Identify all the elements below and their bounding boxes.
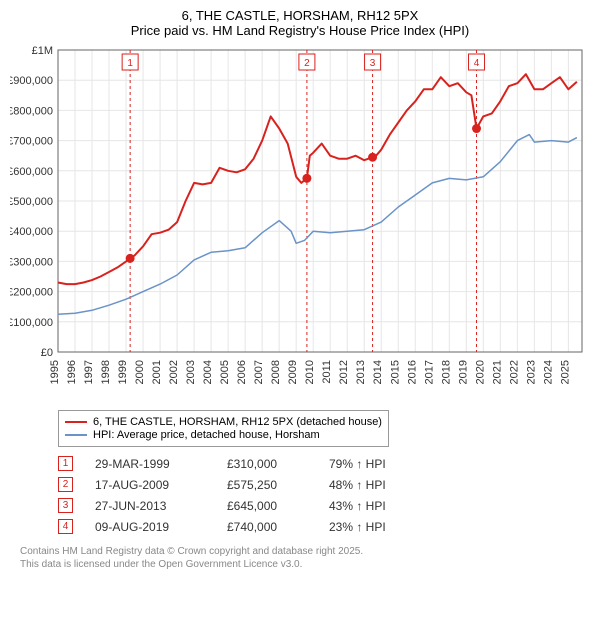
svg-text:2015: 2015 <box>389 360 401 384</box>
svg-text:2005: 2005 <box>219 360 231 384</box>
tx-price: £310,000 <box>227 457 307 471</box>
svg-text:£900,000: £900,000 <box>10 75 53 87</box>
legend-swatch <box>65 434 87 436</box>
svg-text:2022: 2022 <box>508 360 520 384</box>
tx-pct: 48% ↑ HPI <box>329 478 429 492</box>
legend-label: HPI: Average price, detached house, Hors… <box>93 429 320 441</box>
svg-text:2019: 2019 <box>457 360 469 384</box>
tx-date: 17-AUG-2009 <box>95 478 205 492</box>
svg-text:2014: 2014 <box>372 360 384 384</box>
tx-badge: 4 <box>58 519 73 534</box>
svg-text:2004: 2004 <box>202 360 214 384</box>
svg-text:2010: 2010 <box>304 360 316 384</box>
legend-item: 6, THE CASTLE, HORSHAM, RH12 5PX (detach… <box>65 416 382 428</box>
svg-text:£800,000: £800,000 <box>10 105 53 117</box>
svg-text:2011: 2011 <box>321 360 333 384</box>
svg-text:1: 1 <box>127 58 133 69</box>
svg-text:2012: 2012 <box>338 360 350 384</box>
table-row: 4 09-AUG-2019 £740,000 23% ↑ HPI <box>58 516 590 537</box>
svg-text:3: 3 <box>370 58 376 69</box>
svg-text:2017: 2017 <box>423 360 435 384</box>
chart-container: 6, THE CASTLE, HORSHAM, RH12 5PX Price p… <box>0 0 600 581</box>
tx-date: 29-MAR-1999 <box>95 457 205 471</box>
legend-swatch <box>65 421 87 423</box>
tx-price: £575,250 <box>227 478 307 492</box>
legend-label: 6, THE CASTLE, HORSHAM, RH12 5PX (detach… <box>93 416 382 428</box>
svg-text:1995: 1995 <box>49 360 61 384</box>
svg-text:1997: 1997 <box>83 360 95 384</box>
svg-text:2021: 2021 <box>491 360 503 384</box>
svg-text:£1M: £1M <box>32 45 53 57</box>
legend-item: HPI: Average price, detached house, Hors… <box>65 429 382 441</box>
svg-text:2009: 2009 <box>287 360 299 384</box>
footer-line: Contains HM Land Registry data © Crown c… <box>20 545 590 558</box>
footer-line: This data is licensed under the Open Gov… <box>20 558 590 571</box>
tx-badge: 3 <box>58 498 73 513</box>
tx-price: £645,000 <box>227 499 307 513</box>
tx-date: 09-AUG-2019 <box>95 520 205 534</box>
legend: 6, THE CASTLE, HORSHAM, RH12 5PX (detach… <box>58 410 389 447</box>
page-subtitle: Price paid vs. HM Land Registry's House … <box>10 23 590 38</box>
svg-text:2024: 2024 <box>542 360 554 384</box>
table-row: 1 29-MAR-1999 £310,000 79% ↑ HPI <box>58 453 590 474</box>
table-row: 2 17-AUG-2009 £575,250 48% ↑ HPI <box>58 474 590 495</box>
tx-badge: 2 <box>58 477 73 492</box>
svg-text:2023: 2023 <box>525 360 537 384</box>
tx-date: 27-JUN-2013 <box>95 499 205 513</box>
svg-text:1999: 1999 <box>117 360 129 384</box>
svg-text:4: 4 <box>474 58 480 69</box>
svg-text:£700,000: £700,000 <box>10 136 53 148</box>
table-row: 3 27-JUN-2013 £645,000 43% ↑ HPI <box>58 495 590 516</box>
tx-pct: 23% ↑ HPI <box>329 520 429 534</box>
page-title: 6, THE CASTLE, HORSHAM, RH12 5PX <box>10 8 590 23</box>
svg-text:£100,000: £100,000 <box>10 317 53 329</box>
svg-text:2006: 2006 <box>236 360 248 384</box>
svg-text:2025: 2025 <box>559 360 571 384</box>
svg-text:2: 2 <box>304 58 310 69</box>
svg-text:£0: £0 <box>41 347 53 359</box>
svg-text:£200,000: £200,000 <box>10 287 53 299</box>
tx-price: £740,000 <box>227 520 307 534</box>
svg-text:2020: 2020 <box>474 360 486 384</box>
svg-text:2002: 2002 <box>168 360 180 384</box>
svg-text:2000: 2000 <box>134 360 146 384</box>
svg-text:2016: 2016 <box>406 360 418 384</box>
svg-text:£600,000: £600,000 <box>10 166 53 178</box>
svg-text:2008: 2008 <box>270 360 282 384</box>
svg-text:2001: 2001 <box>151 360 163 384</box>
tx-pct: 79% ↑ HPI <box>329 457 429 471</box>
footer-attribution: Contains HM Land Registry data © Crown c… <box>20 545 590 571</box>
svg-text:2018: 2018 <box>440 360 452 384</box>
svg-text:£500,000: £500,000 <box>10 196 53 208</box>
svg-text:£400,000: £400,000 <box>10 226 53 238</box>
svg-text:2003: 2003 <box>185 360 197 384</box>
svg-text:2013: 2013 <box>355 360 367 384</box>
transaction-table: 1 29-MAR-1999 £310,000 79% ↑ HPI 2 17-AU… <box>58 453 590 537</box>
svg-text:1996: 1996 <box>66 360 78 384</box>
svg-text:1998: 1998 <box>100 360 112 384</box>
tx-pct: 43% ↑ HPI <box>329 499 429 513</box>
tx-badge: 1 <box>58 456 73 471</box>
svg-text:2007: 2007 <box>253 360 265 384</box>
svg-text:£300,000: £300,000 <box>10 256 53 268</box>
price-chart: £0 £100,000 £200,000 £300,000 £400,000 £500,0… <box>10 44 590 404</box>
